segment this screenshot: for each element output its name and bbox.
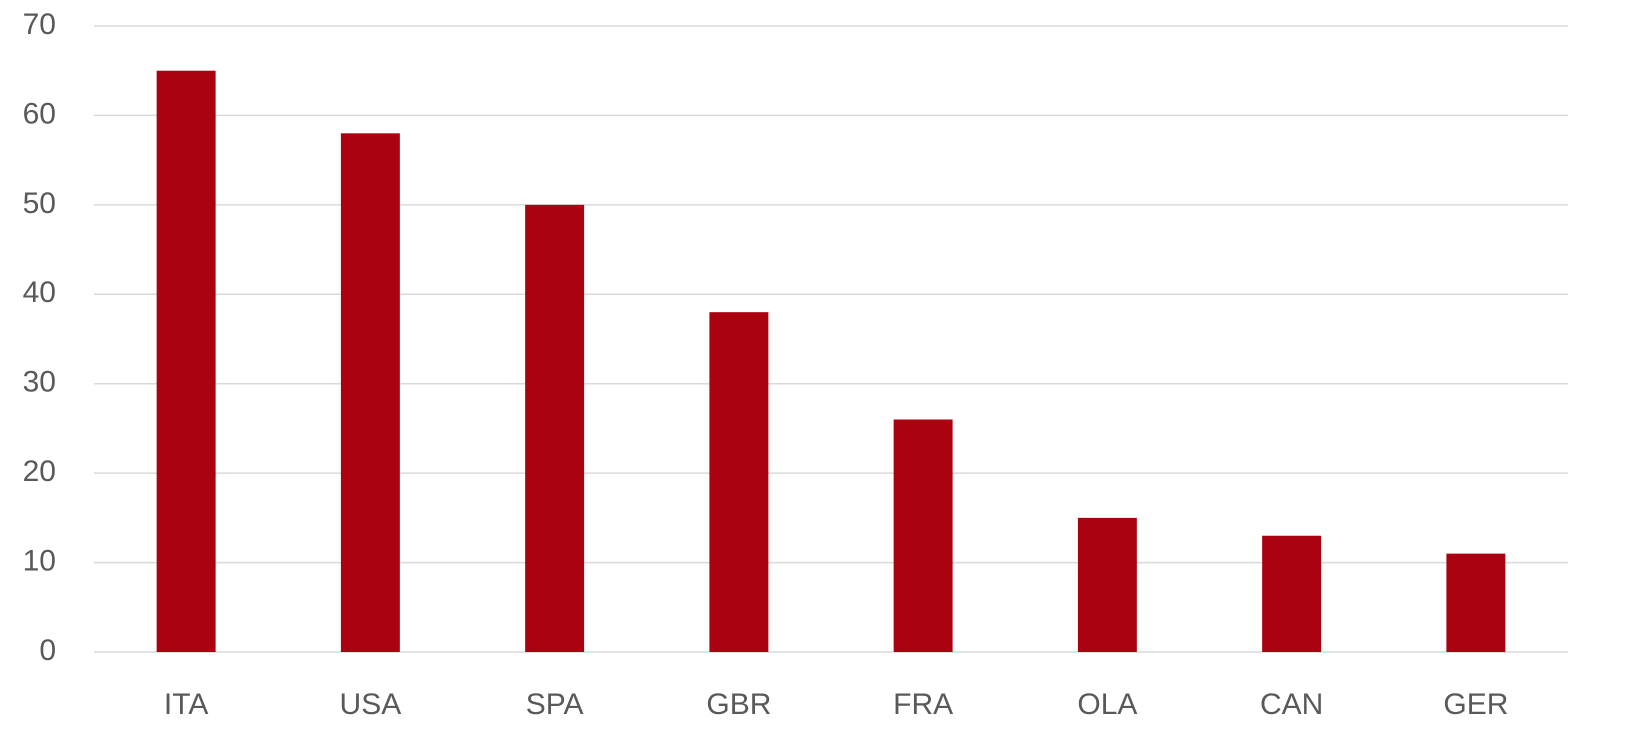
bar <box>709 312 769 652</box>
x-tick-label: CAN <box>1260 688 1323 721</box>
bar <box>1446 553 1506 652</box>
x-tick-label: GER <box>1443 688 1508 721</box>
bar <box>340 133 400 653</box>
y-tick-label: 50 <box>23 187 56 220</box>
x-tick-label: USA <box>340 688 402 721</box>
y-tick-label: 70 <box>23 8 56 41</box>
y-tick-label: 40 <box>23 276 56 309</box>
bar <box>1077 517 1137 652</box>
y-tick-label: 30 <box>23 366 56 399</box>
bar <box>1262 535 1322 652</box>
x-tick-label: ITA <box>164 688 208 721</box>
y-tick-label: 60 <box>23 97 56 130</box>
x-tick-label: SPA <box>526 688 584 721</box>
x-tick-label: OLA <box>1077 688 1137 721</box>
bar <box>156 70 216 652</box>
x-tick-label: GBR <box>706 688 771 721</box>
bar <box>525 204 585 652</box>
y-tick-label: 20 <box>23 455 56 488</box>
x-tick-label: FRA <box>893 688 953 721</box>
bar <box>893 419 953 652</box>
y-tick-label: 10 <box>23 544 56 577</box>
y-tick-label: 0 <box>39 634 56 667</box>
